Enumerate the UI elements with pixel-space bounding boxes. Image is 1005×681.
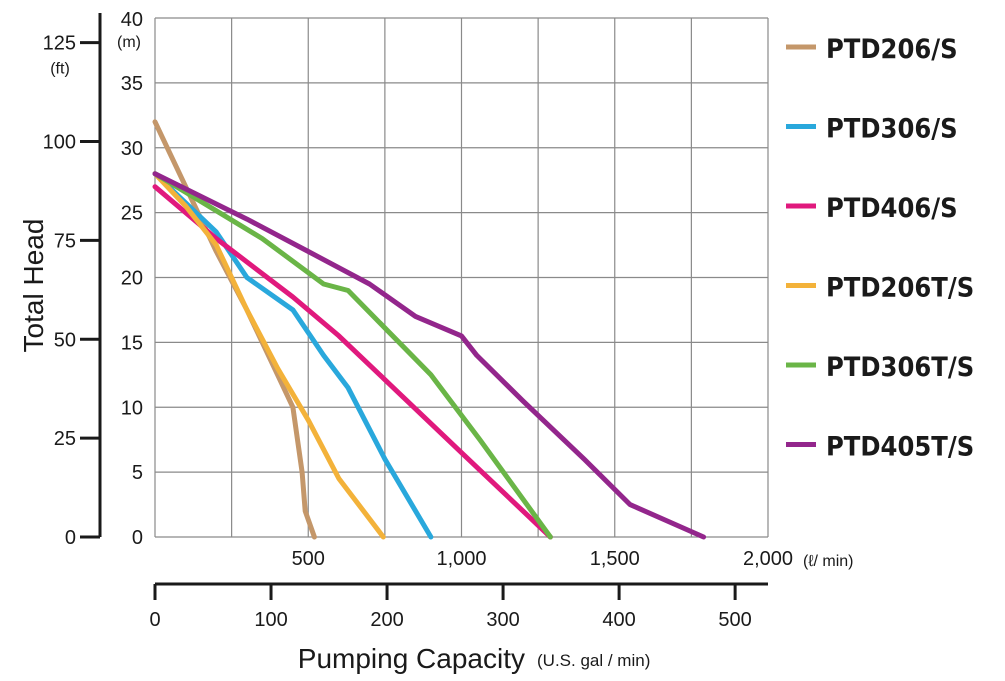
legend-label-ptd306t-s: PTD306T/S [826, 352, 974, 383]
series-line-ptd306-s [152, 171, 434, 540]
x-unit-lpm: (ℓ/ min) [803, 553, 854, 570]
y-unit-ft: (ft) [50, 61, 70, 78]
legend: PTD206/S PTD306/S PTD406/S PTD206T/S PTD306T… [786, 34, 974, 463]
y-tick-label-m: 35 [121, 73, 143, 95]
y-tick-label-m: 20 [121, 268, 143, 290]
y-tick-label-m: 15 [121, 332, 143, 354]
y-unit-m: (m) [117, 34, 141, 51]
y-tick-label-ft: 50 [54, 329, 76, 351]
axes [80, 13, 768, 600]
x-tick-label-gpm: 100 [254, 609, 287, 631]
x-tick-label-gpm: 200 [370, 609, 403, 631]
y-tick-label-m: 25 [121, 203, 143, 225]
series-line-ptd206t-s [152, 171, 386, 540]
y-tick-label-m: 5 [132, 462, 143, 484]
grid [154, 17, 769, 538]
x-tick-label-gpm: 300 [486, 609, 519, 631]
series-line-ptd306t-s [152, 171, 553, 540]
legend-label-ptd405t-s: PTD405T/S [826, 432, 974, 463]
x-tick-label-lpm: 1,500 [590, 548, 640, 570]
y-tick-label-m: 0 [132, 527, 143, 549]
legend-label-ptd406-s: PTD406/S [826, 193, 958, 224]
series-line-ptd405t-s [152, 171, 707, 540]
x-tick-label-lpm: 2,000 [743, 548, 793, 570]
y-tick-label-m: 10 [121, 397, 143, 419]
y-axis-title: Total Head [18, 219, 49, 353]
x-tick-label-gpm: 0 [149, 609, 160, 631]
legend-label-ptd306-s: PTD306/S [826, 114, 958, 145]
y-tick-label-ft: 125 [43, 33, 76, 55]
y-tick-label-m: 40 [121, 9, 143, 31]
x-axis-title: Pumping Capacity [298, 643, 525, 674]
series-lines [152, 119, 707, 540]
legend-label-ptd206-s: PTD206/S [826, 34, 958, 65]
y-tick-label-ft: 75 [54, 230, 76, 252]
x-tick-label-gpm: 500 [718, 609, 751, 631]
x-axis-unit: (U.S. gal / min) [537, 651, 650, 670]
x-tick-label-lpm: 1,000 [436, 548, 486, 570]
y-tick-label-m: 30 [121, 138, 143, 160]
y-tick-label-ft: 0 [65, 527, 76, 549]
y-tick-label-ft: 25 [54, 428, 76, 450]
series-line-ptd406-s [152, 184, 553, 540]
y-tick-label-ft: 100 [43, 132, 76, 154]
x-tick-label-gpm: 400 [602, 609, 635, 631]
x-tick-label-lpm: 500 [292, 548, 325, 570]
legend-label-ptd206t-s: PTD206T/S [826, 273, 974, 304]
